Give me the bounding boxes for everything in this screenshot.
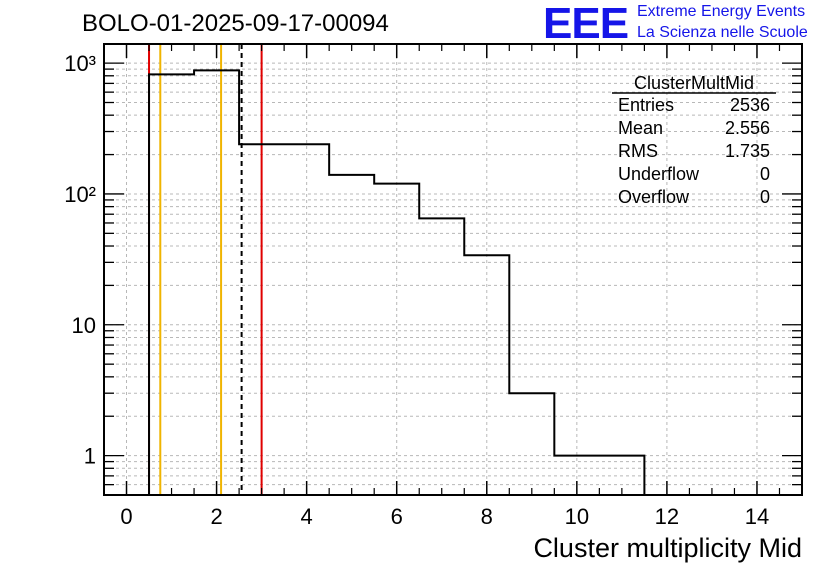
x-tick-label: 4 xyxy=(301,504,313,529)
stats-title: ClusterMultMid xyxy=(634,73,754,93)
x-tick-label: 12 xyxy=(655,504,679,529)
stats-label: Mean xyxy=(618,118,663,138)
x-tick-label: 6 xyxy=(391,504,403,529)
stats-value: 0 xyxy=(760,187,770,207)
grid-lines xyxy=(104,44,802,496)
plot-title: BOLO-01-2025-09-17-00094 xyxy=(82,10,389,37)
y-tick-label: 10³ xyxy=(64,51,96,76)
x-axis-label: Cluster multiplicity Mid xyxy=(533,533,802,563)
logo-subtitle-2: La Scienza nelle Scuole xyxy=(637,24,808,41)
plot-frame xyxy=(103,43,803,496)
eee-logo: EEE xyxy=(543,0,629,48)
marker-lines xyxy=(148,44,263,495)
stats-box: ClusterMultMid Entries 2536 Mean 2.556 RMS 1.… xyxy=(612,73,776,207)
stats-value: 1.735 xyxy=(725,141,770,161)
x-tick-labels: 0 2 4 6 8 10 12 14 xyxy=(120,504,769,529)
y-tick-label: 1 xyxy=(84,444,96,469)
y-tick-label: 10 xyxy=(72,313,96,338)
stats-value: 2536 xyxy=(730,95,770,115)
axis-ticks xyxy=(103,44,803,496)
stats-label: Entries xyxy=(618,95,674,115)
stats-label: Underflow xyxy=(618,164,700,184)
logo-subtitle-1: Extreme Energy Events xyxy=(637,3,806,20)
x-tick-label: 2 xyxy=(210,504,222,529)
x-tick-label: 8 xyxy=(481,504,493,529)
y-tick-labels: 1 10 10² 10³ xyxy=(64,51,96,468)
stats-value: 0 xyxy=(760,164,770,184)
histogram-step-line xyxy=(104,69,780,496)
x-tick-label: 10 xyxy=(565,504,589,529)
stats-value: 2.556 xyxy=(725,118,770,138)
stats-label: RMS xyxy=(618,141,658,161)
x-tick-label: 14 xyxy=(745,504,769,529)
x-tick-label: 0 xyxy=(120,504,132,529)
y-tick-label: 10² xyxy=(64,182,96,207)
stats-label: Overflow xyxy=(618,187,690,207)
plot-frame-rect xyxy=(103,43,803,496)
